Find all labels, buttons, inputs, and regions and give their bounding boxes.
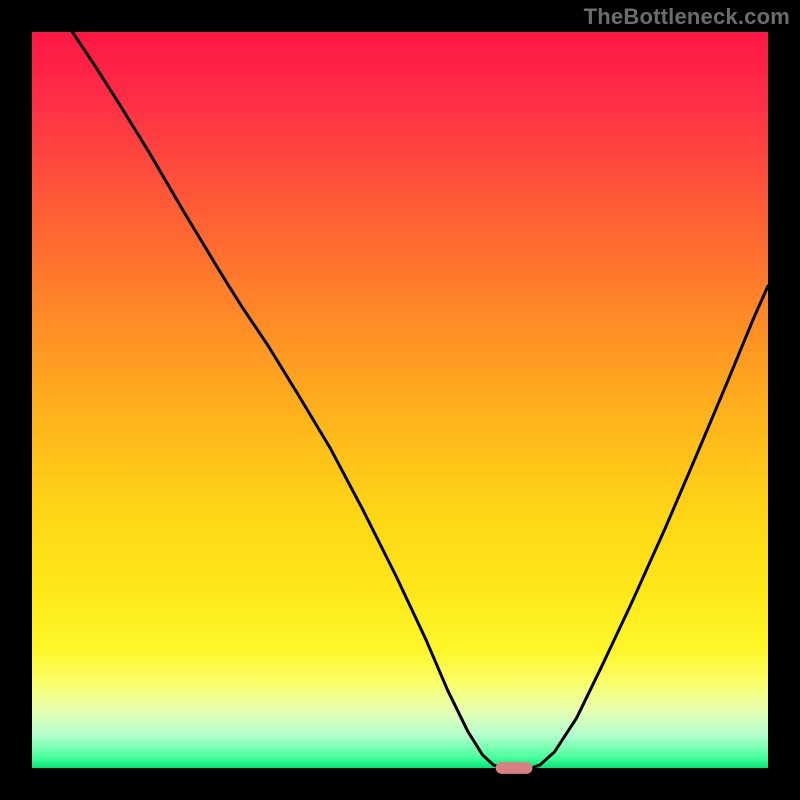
chart-container: TheBottleneck.com [0,0,800,800]
bottleneck-chart [0,0,800,800]
optimal-point-marker [496,762,533,774]
watermark-text: TheBottleneck.com [584,4,790,30]
